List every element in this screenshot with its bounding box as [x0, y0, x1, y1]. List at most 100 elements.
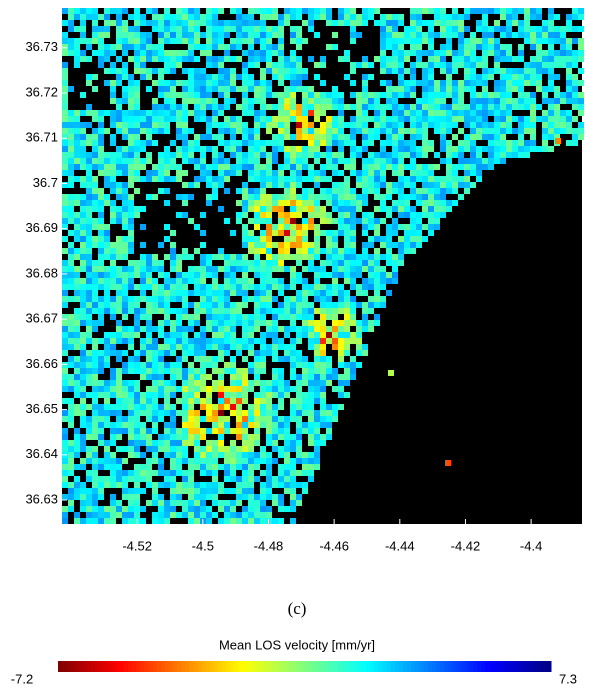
- raster-pixel: [386, 290, 392, 296]
- raster-pixel: [332, 92, 338, 98]
- raster-pixel: [524, 8, 530, 14]
- raster-pixel: [140, 68, 146, 74]
- raster-pixel: [62, 20, 68, 26]
- raster-pixel: [356, 332, 362, 338]
- raster-pixel: [290, 494, 296, 500]
- raster-pixel: [422, 134, 428, 140]
- raster-pixel: [212, 38, 218, 44]
- raster-pixel: [446, 26, 452, 32]
- colorbar-segment: [399, 661, 404, 672]
- raster-pixel: [374, 170, 380, 176]
- raster-pixel: [362, 80, 368, 86]
- raster-pixel: [86, 206, 92, 212]
- raster-pixel: [290, 26, 296, 32]
- raster-pixel: [128, 26, 134, 32]
- raster-pixel: [260, 398, 266, 404]
- raster-pixel: [410, 26, 416, 32]
- raster-pixel: [134, 80, 140, 86]
- raster-pixel: [302, 110, 308, 116]
- raster-pixel: [236, 344, 242, 350]
- raster-pixel: [98, 476, 104, 482]
- raster-pixel: [248, 410, 254, 416]
- raster-pixel: [146, 260, 152, 266]
- raster-pixel: [134, 170, 140, 176]
- colorbar-segment: [231, 661, 236, 672]
- raster-pixel: [98, 422, 104, 428]
- raster-pixel: [242, 134, 248, 140]
- raster-pixel: [452, 188, 458, 194]
- raster-pixel: [338, 158, 344, 164]
- raster-pixel: [548, 110, 554, 116]
- raster-pixel: [122, 314, 128, 320]
- raster-pixel: [176, 80, 182, 86]
- raster-pixel: [308, 188, 314, 194]
- raster-pixel: [128, 158, 134, 164]
- raster-pixel: [500, 8, 506, 14]
- raster-pixel: [68, 470, 74, 476]
- raster-pixel: [260, 44, 266, 50]
- raster-pixel: [374, 248, 380, 254]
- raster-pixel: [254, 326, 260, 332]
- raster-pixel: [290, 212, 296, 218]
- raster-pixel: [206, 506, 212, 512]
- raster-pixel: [230, 404, 236, 410]
- raster-pixel: [86, 332, 92, 338]
- raster-pixel: [314, 350, 320, 356]
- raster-pixel: [206, 38, 212, 44]
- raster-pixel: [302, 488, 308, 494]
- raster-pixel: [392, 242, 398, 248]
- raster-pixel: [170, 434, 176, 440]
- raster-pixel: [392, 20, 398, 26]
- raster-pixel: [284, 326, 290, 332]
- raster-pixel: [128, 392, 134, 398]
- raster-pixel: [74, 344, 80, 350]
- raster-pixel: [98, 314, 104, 320]
- raster-pixel: [290, 194, 296, 200]
- raster-pixel: [104, 386, 110, 392]
- raster-pixel: [458, 92, 464, 98]
- raster-pixel: [86, 290, 92, 296]
- raster-pixel: [152, 194, 158, 200]
- raster-pixel: [188, 14, 194, 20]
- raster-pixel: [218, 350, 224, 356]
- raster-pixel: [314, 320, 320, 326]
- raster-pixel: [506, 80, 512, 86]
- colorbar-segment: [317, 661, 322, 672]
- colorbar-segment: [198, 661, 203, 672]
- raster-pixel: [380, 194, 386, 200]
- raster-pixel: [104, 266, 110, 272]
- raster-pixel: [212, 8, 218, 14]
- raster-pixel: [302, 98, 308, 104]
- raster-pixel: [194, 506, 200, 512]
- raster-pixel: [176, 92, 182, 98]
- raster-pixel: [92, 410, 98, 416]
- raster-pixel: [134, 8, 140, 14]
- raster-pixel: [206, 326, 212, 332]
- raster-pixel: [278, 200, 284, 206]
- raster-pixel: [266, 140, 272, 146]
- raster-pixel: [272, 314, 278, 320]
- raster-pixel: [122, 110, 128, 116]
- raster-pixel: [440, 128, 446, 134]
- raster-pixel: [242, 464, 248, 470]
- raster-pixel: [224, 308, 230, 314]
- raster-pixel: [290, 224, 296, 230]
- raster-pixel: [212, 428, 218, 434]
- raster-pixel: [206, 74, 212, 80]
- raster-pixel: [230, 86, 236, 92]
- raster-pixel: [110, 50, 116, 56]
- raster-pixel: [404, 236, 410, 242]
- raster-pixel: [266, 416, 272, 422]
- raster-pixel: [272, 320, 278, 326]
- raster-pixel: [230, 314, 236, 320]
- raster-pixel: [230, 428, 236, 434]
- colorbar: [58, 661, 552, 672]
- raster-pixel: [230, 452, 236, 458]
- raster-pixel: [140, 428, 146, 434]
- raster-pixel: [80, 20, 86, 26]
- raster-pixel: [308, 260, 314, 266]
- raster-pixel: [368, 128, 374, 134]
- raster-pixel: [242, 476, 248, 482]
- raster-pixel: [368, 188, 374, 194]
- raster-pixel: [338, 146, 344, 152]
